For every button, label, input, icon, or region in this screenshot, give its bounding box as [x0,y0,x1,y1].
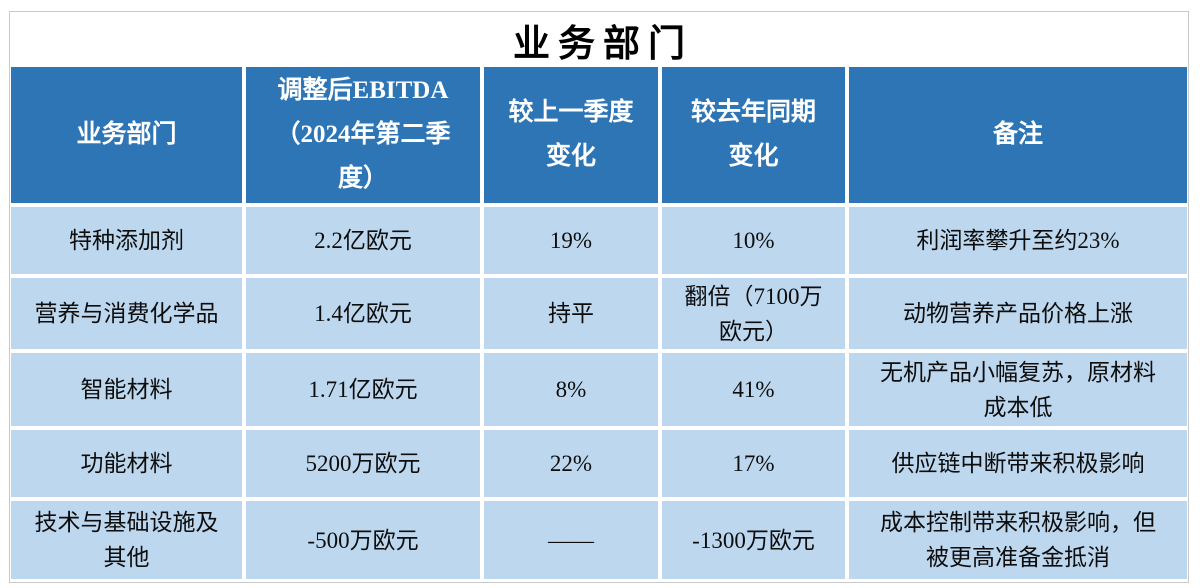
cell-ebitda: 1.4亿欧元 [246,278,480,349]
cell-yoy: -1300万欧元 [662,501,845,579]
cell-notes: 利润率攀升至约23% [849,207,1187,274]
cell-yoy: 17% [662,430,845,497]
cell-ebitda: 5200万欧元 [246,430,480,497]
cell-ebitda: 2.2亿欧元 [246,207,480,274]
cell-notes: 无机产品小幅复苏，原材料 成本低 [849,353,1187,426]
table-row: 功能材料 5200万欧元 22% 17% 供应链中断带来积极影响 [11,430,1187,497]
table-row: 技术与基础设施及 其他 -500万欧元 —— -1300万欧元 成本控制带来积极… [11,501,1187,579]
table-title: 业务部门 [513,23,693,65]
cell-yoy: 翻倍（7100万 欧元） [662,278,845,349]
cell-qoq: 22% [484,430,658,497]
header-cell-adjusted-ebitda: 调整后EBITDA （2024年第二季 度） [246,67,480,203]
header-cell-notes: 备注 [849,67,1187,203]
table-header-row: 业务部门 调整后EBITDA （2024年第二季 度） 较上一季度 变化 较去年… [11,67,1187,203]
cell-segment: 营养与消费化学品 [11,278,242,349]
cell-qoq: 8% [484,353,658,426]
cell-segment: 智能材料 [11,353,242,426]
table-title-band: 业务部门 [10,12,1188,67]
cell-notes: 供应链中断带来积极影响 [849,430,1187,497]
cell-ebitda: -500万欧元 [246,501,480,579]
cell-ebitda: 1.71亿欧元 [246,353,480,426]
header-cell-yoy-change: 较去年同期 变化 [662,67,845,203]
table-row: 智能材料 1.71亿欧元 8% 41% 无机产品小幅复苏，原材料 成本低 [11,353,1187,426]
cell-qoq: —— [484,501,658,579]
header-cell-segment: 业务部门 [11,67,242,203]
cell-notes: 动物营养产品价格上涨 [849,278,1187,349]
cell-qoq: 持平 [484,278,658,349]
header-cell-qoq-change: 较上一季度 变化 [484,67,658,203]
cell-qoq: 19% [484,207,658,274]
cell-notes: 成本控制带来积极影响，但 被更高准备金抵消 [849,501,1187,579]
cell-segment: 技术与基础设施及 其他 [11,501,242,579]
cell-segment: 功能材料 [11,430,242,497]
cell-segment: 特种添加剂 [11,207,242,274]
cell-yoy: 10% [662,207,845,274]
business-segments-table-figure: 业务部门 业务部门 调整后EBITDA （2024年第二季 度） 较上一季度 变… [9,11,1189,583]
table-row: 特种添加剂 2.2亿欧元 19% 10% 利润率攀升至约23% [11,207,1187,274]
table-row: 营养与消费化学品 1.4亿欧元 持平 翻倍（7100万 欧元） 动物营养产品价格… [11,278,1187,349]
cell-yoy: 41% [662,353,845,426]
